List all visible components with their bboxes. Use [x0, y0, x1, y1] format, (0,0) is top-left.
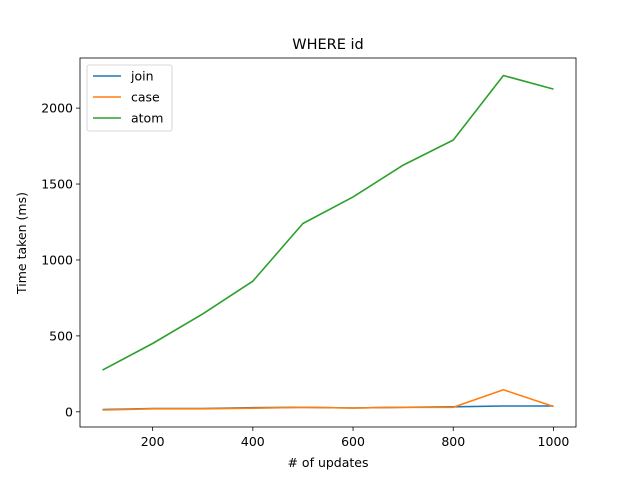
y-tick-label: 2000 — [41, 101, 73, 116]
y-tick-label: 500 — [49, 328, 73, 343]
axis-ticks: 200 400 600 800 1000 0 500 1000 1500 2000 — [41, 101, 569, 449]
y-tick-label: 0 — [65, 404, 73, 419]
x-axis-label: # of updates — [287, 455, 368, 470]
legend: join case atom — [86, 64, 173, 132]
series-line-atom — [102, 74, 554, 371]
y-axis-label: Time taken (ms) — [14, 192, 29, 295]
x-tick-label: 400 — [241, 434, 265, 449]
legend-box — [86, 64, 173, 132]
plot-area — [102, 74, 554, 411]
x-tick-label: 800 — [441, 434, 465, 449]
y-tick-label: 1500 — [41, 177, 73, 192]
series-line-case — [102, 388, 554, 411]
x-tick-label: 200 — [141, 434, 165, 449]
chart-title: WHERE id — [292, 37, 363, 53]
legend-label-atom: atom — [131, 111, 163, 126]
x-tick-label: 600 — [341, 434, 365, 449]
y-tick-label: 1000 — [41, 252, 73, 267]
x-tick-label: 1000 — [538, 434, 570, 449]
legend-label-case: case — [131, 90, 160, 105]
legend-label-join: join — [130, 69, 154, 84]
axes-frame — [79, 57, 577, 428]
